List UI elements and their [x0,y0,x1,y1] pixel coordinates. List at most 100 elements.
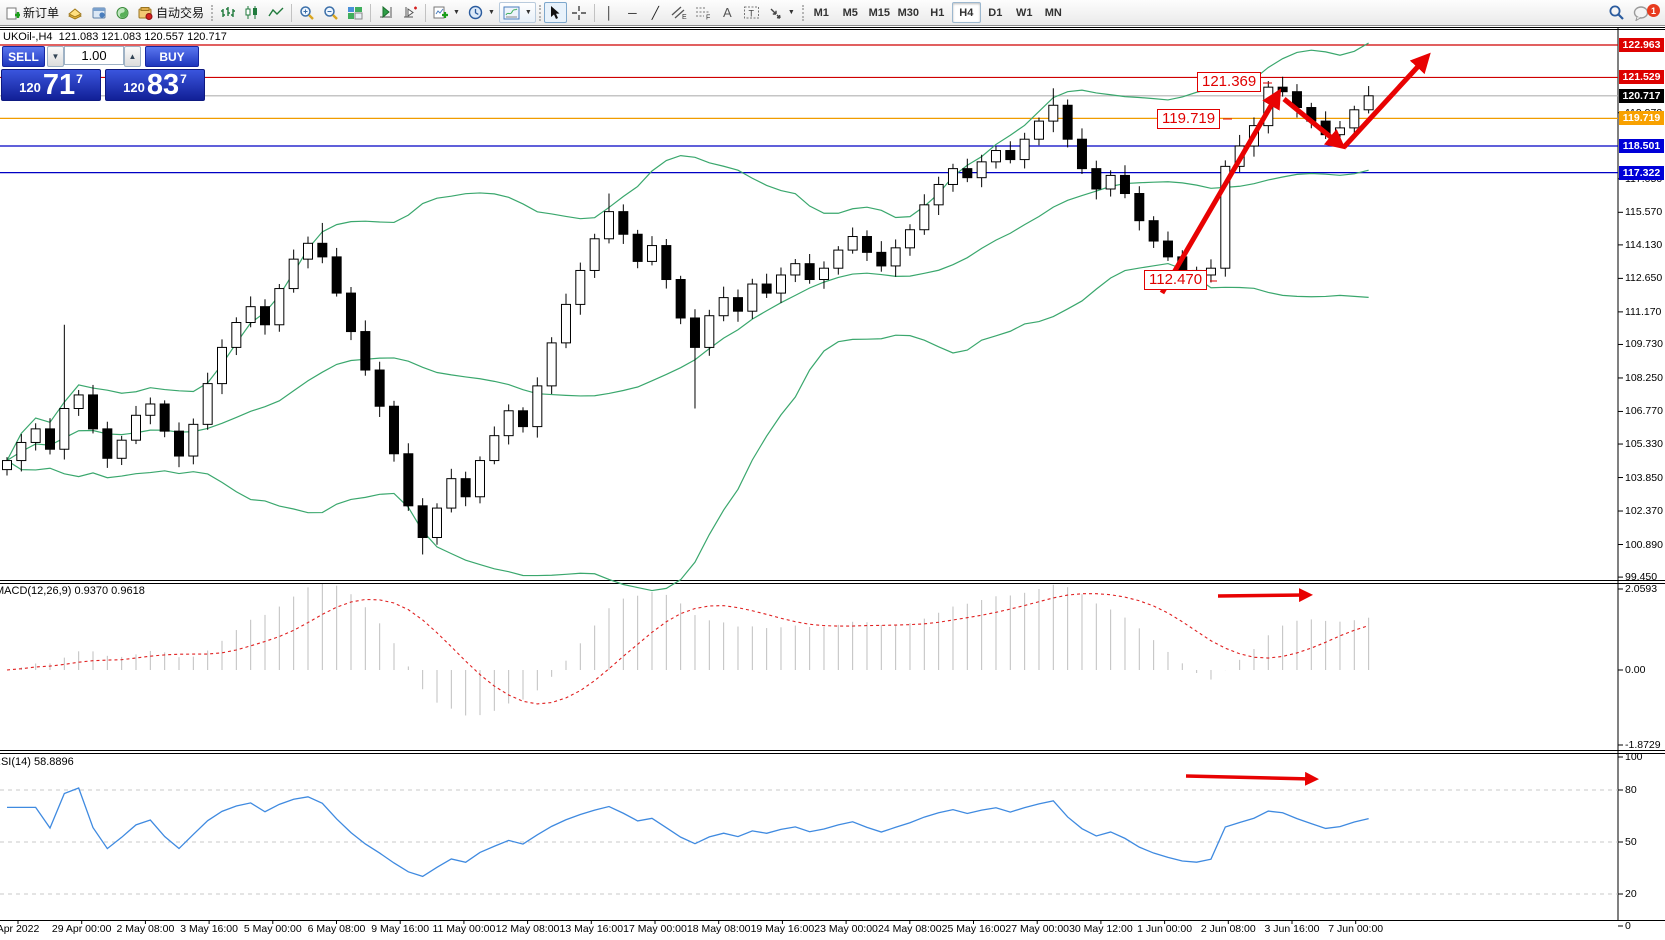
time-label: 30 May 12:00 [1069,923,1133,935]
time-label: Apr 2022 [0,923,40,935]
tile-windows-button[interactable] [343,2,367,23]
indicators-button[interactable]: ▼ [498,2,536,23]
price-annotation-label[interactable]: 119.719 [1157,109,1221,129]
line-chart-icon [268,7,284,17]
trend-arrow[interactable] [1217,588,1313,603]
profiles-icon [468,5,483,20]
vertical-line-tool[interactable]: │ [598,2,621,23]
vertical-line-icon: │ [605,5,614,20]
line-chart-button[interactable] [264,2,288,23]
timeframe-m1[interactable]: M1 [813,6,829,19]
crosshair-tool-button[interactable] [567,2,591,23]
price-level-label: 118.501 [1619,138,1664,153]
toolbar-separator [211,4,214,21]
svg-text:T: T [748,9,754,19]
auto-trading-button[interactable]: 自动交易 [134,2,208,23]
volume-increase-button[interactable]: ▲ [124,46,141,67]
candlestick-chart-icon [245,6,258,19]
trendline-tool[interactable]: ╱ [644,2,667,23]
zoom-out-icon [324,5,338,20]
price-tick: 106.770 [1625,405,1663,418]
rsi-tick: 50 [1625,836,1637,848]
arrows-icon [770,8,781,19]
trend-arrow[interactable] [1185,771,1319,786]
price-level-label: 121.529 [1619,70,1664,85]
text-tool[interactable]: A [716,2,739,23]
rsi-tick: 80 [1625,784,1637,796]
time-label: 24 May 08:00 [877,923,942,935]
search-icon [1609,5,1624,20]
timeframe-h1[interactable]: H1 [930,6,945,19]
notifications-button[interactable]: 1 [1629,2,1660,23]
data-window-button[interactable] [87,2,111,23]
timeframe-m30[interactable]: M30 [897,6,919,19]
time-label: 11 May 00:00 [432,923,496,935]
sell-button[interactable]: SELL [2,46,45,67]
new-chart-button[interactable]: ▼ [429,2,464,23]
cursor-tool-button[interactable] [543,2,567,23]
navigator-button[interactable] [111,2,134,23]
timeframe-mn[interactable]: MN [1044,6,1062,19]
toolbar-separator [370,3,372,22]
price-annotation-label[interactable]: 112.470 [1144,270,1208,290]
zoom-in-button[interactable] [295,2,319,23]
profiles-button[interactable]: ▼ [464,2,499,23]
text-label-tool[interactable]: T [739,2,764,23]
equidistant-channel-tool[interactable]: E [667,2,691,23]
buy-price-main: 83 [146,69,180,101]
time-label: 27 May 00:00 [1005,923,1070,935]
fibonacci-tool[interactable]: F [691,2,716,23]
time-label: 13 May 16:00 [559,923,624,935]
horizontal-line-tool[interactable]: ─ [621,2,644,23]
sell-price-box[interactable]: 120 71 7 [1,69,101,101]
timeframe-w1[interactable]: W1 [1016,6,1033,19]
text-icon: A [723,5,732,20]
symbol-info: UKOil-,H4 121.083 121.083 120.557 120.71… [3,31,227,43]
bar-chart-button[interactable] [216,2,240,23]
candlestick-chart-button[interactable] [240,2,264,23]
time-label: 7 Jun 00:00 [1328,923,1384,935]
timeframe-d1[interactable]: D1 [988,6,1003,19]
price-level-label: 119.719 [1619,111,1664,126]
time-label: 25 May 16:00 [941,923,1006,935]
search-button[interactable] [1604,2,1629,23]
chevron-down-icon: ▼ [787,9,795,16]
chart-shift-icon [404,6,418,18]
price-tick: 102.370 [1625,505,1663,518]
time-label: 2 May 08:00 [116,923,175,935]
volume-input[interactable]: 1.00 [64,46,124,65]
rsi-indicator-label: RSI(14) 58.8896 [0,756,74,768]
new-order-button[interactable]: 新订单 [2,2,63,23]
price-tick: 100.890 [1625,538,1663,551]
new-chart-icon [433,6,449,18]
trend-arrow[interactable] [1342,52,1431,149]
volume-decrease-button[interactable]: ▼ [47,46,64,67]
trend-arrow[interactable] [1282,97,1346,150]
tile-windows-icon [348,6,363,19]
trend-arrow[interactable] [1159,88,1282,295]
time-label: 9 May 16:00 [371,923,430,935]
volume-value: 1.00 [81,48,107,63]
chevron-down-icon: ▼ [453,9,460,16]
chart-shift-button[interactable] [398,2,422,23]
buy-price-box[interactable]: 120 83 7 [105,69,205,101]
timeframe-m15[interactable]: M15 [868,6,890,19]
timeframe-m5[interactable]: M5 [842,6,858,19]
timeframe-h4[interactable]: H4 [951,2,981,23]
sell-price-int: 120 [19,80,41,95]
price-tick: 99.450 [1625,571,1658,584]
time-label: 5 May 00:00 [243,923,302,935]
market-watch-button[interactable] [63,2,87,23]
zoom-out-button[interactable] [319,2,343,23]
toolbar: 新订单 自动交易 ▼ ▼ [0,0,1665,26]
price-annotation-label[interactable]: 121.369 [1197,72,1262,92]
rsi-tick: 100 [1625,751,1643,763]
arrows-tool[interactable]: ▼ [764,2,799,23]
price-tick: 112.650 [1625,272,1663,285]
rsi-tick: 0 [1625,920,1631,932]
buy-button[interactable]: BUY [145,46,199,67]
toolbar-separator [425,3,427,22]
toolbar-separator [801,4,804,21]
auto-scroll-button[interactable] [374,2,398,23]
